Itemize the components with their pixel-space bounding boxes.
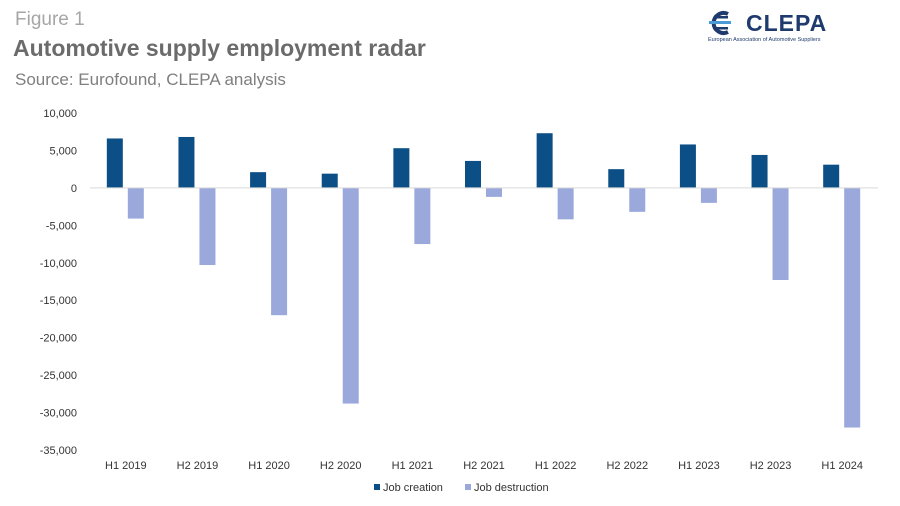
x-tick-label: H1 2019	[105, 460, 147, 472]
x-axis: H1 2019 H2 2019 H1 2020 H2 2020 H1 2021 H2 20…	[105, 460, 863, 472]
job-creation-bar	[106, 138, 123, 188]
chart-subtitle: Source: Eurofound, CLEPA analysis	[15, 70, 286, 89]
job-creation-bar	[393, 148, 410, 188]
y-tick-label: 10,000	[43, 108, 77, 120]
job-destruction-bar	[557, 187, 574, 220]
x-tick-label: H2 2021	[463, 460, 505, 472]
x-tick-label: H2 2023	[750, 460, 792, 472]
y-tick-label: -15,000	[40, 295, 77, 307]
x-tick-label: H1 2023	[678, 460, 720, 472]
x-tick-label: H2 2019	[177, 460, 219, 472]
job-destruction-bar	[629, 187, 646, 212]
x-tick-label: H1 2024	[821, 460, 863, 472]
legend-swatch	[465, 484, 471, 490]
job-creation-bar	[751, 154, 768, 188]
logo-tagline: European Association of Automotive Suppl…	[708, 37, 821, 43]
clepa-logo-icon	[709, 11, 731, 35]
y-tick-label: 5,000	[49, 145, 77, 157]
job-creation-bar	[465, 160, 481, 188]
y-tick-label: -10,000	[40, 258, 77, 270]
y-tick-label: -30,000	[40, 408, 77, 420]
y-tick-label: -20,000	[40, 333, 77, 345]
clepa-logo: CLEPA European Association of Automotive…	[706, 8, 856, 48]
y-axis: 10,000 5,000 0 -5,000 -10,000 -15,000 -20,000 -…	[40, 108, 77, 457]
bars	[106, 133, 861, 428]
job-destruction-bar	[342, 187, 359, 404]
y-tick-label: -5,000	[46, 220, 77, 232]
job-creation-bar	[250, 172, 267, 188]
job-destruction-bar	[700, 187, 717, 203]
job-creation-bar	[321, 173, 338, 188]
legend-label: Job creation	[383, 482, 443, 494]
chart-title: Automotive supply employment radar	[13, 35, 426, 61]
legend: Job creation Job destruction	[374, 482, 549, 494]
x-tick-label: H1 2020	[248, 460, 290, 472]
figure-label: Figure 1	[15, 9, 85, 30]
job-destruction-bar	[127, 187, 144, 219]
job-destruction-bar	[199, 187, 216, 266]
job-destruction-bar	[772, 187, 789, 281]
legend-swatch	[374, 484, 380, 490]
y-tick-label: -25,000	[40, 370, 77, 382]
x-tick-label: H2 2020	[320, 460, 362, 472]
job-destruction-bar	[844, 187, 861, 428]
x-tick-label: H1 2021	[392, 460, 434, 472]
job-creation-bar	[178, 136, 195, 188]
x-tick-label: H1 2022	[535, 460, 577, 472]
job-destruction-bar	[486, 187, 502, 197]
job-creation-bar	[823, 164, 840, 188]
job-creation-bar	[608, 169, 625, 188]
job-creation-bar	[679, 144, 696, 188]
y-tick-label: 0	[71, 183, 77, 195]
x-tick-label: H2 2022	[606, 460, 648, 472]
y-tick-label: -35,000	[40, 445, 77, 457]
logo-text: CLEPA	[746, 10, 828, 36]
job-destruction-bar	[414, 187, 431, 245]
job-destruction-bar	[271, 187, 288, 316]
legend-label: Job destruction	[474, 482, 549, 494]
job-creation-bar	[536, 133, 553, 188]
